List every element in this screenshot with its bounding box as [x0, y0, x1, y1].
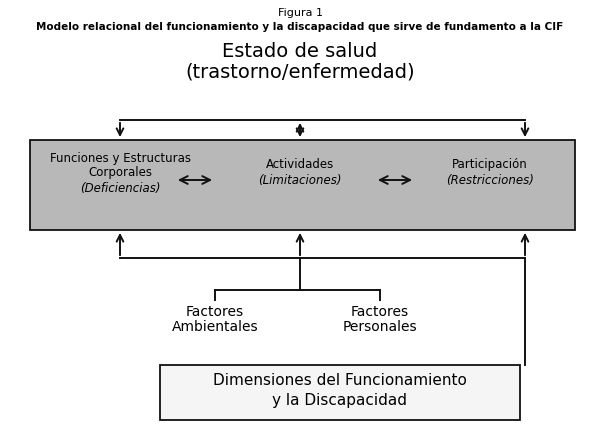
Text: (Deficiencias): (Deficiencias)	[80, 182, 160, 195]
Text: (Restricciones): (Restricciones)	[446, 174, 534, 187]
Bar	[160, 365, 520, 420]
Text: (trastorno/enfermedad): (trastorno/enfermedad)	[185, 62, 415, 81]
Bar	[30, 140, 575, 230]
Text: Funciones y Estructuras: Funciones y Estructuras	[49, 152, 191, 165]
Text: Corporales: Corporales	[88, 166, 152, 179]
Text: Estado de salud: Estado de salud	[223, 42, 377, 61]
Text: Modelo relacional del funcionamiento y la discapacidad que sirve de fundamento a: Modelo relacional del funcionamiento y l…	[37, 22, 563, 32]
Text: y la Discapacidad: y la Discapacidad	[272, 393, 407, 408]
Text: Ambientales: Ambientales	[172, 320, 259, 334]
Text: Personales: Personales	[343, 320, 418, 334]
Text: (Limitaciones): (Limitaciones)	[258, 174, 342, 187]
Text: Factores: Factores	[186, 305, 244, 319]
Text: Factores: Factores	[351, 305, 409, 319]
Text: Participación: Participación	[452, 158, 528, 171]
Text: Figura 1: Figura 1	[277, 8, 323, 18]
Text: Dimensiones del Funcionamiento: Dimensiones del Funcionamiento	[213, 373, 467, 388]
Text: Actividades: Actividades	[266, 158, 334, 171]
